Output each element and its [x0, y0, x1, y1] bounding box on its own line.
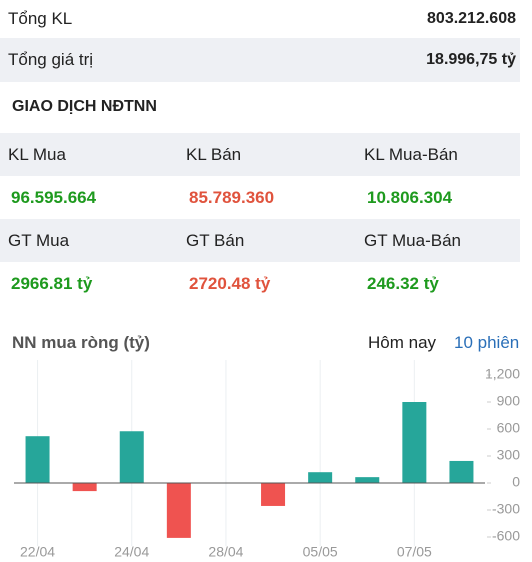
header-cell: KL Bán: [186, 145, 242, 164]
y-tick-label: -300: [492, 501, 520, 517]
y-tick-label: 900: [497, 393, 521, 409]
x-tick-label: 24/04: [114, 544, 149, 560]
value-cell: 96.595.664: [11, 188, 97, 207]
bar: [72, 483, 97, 492]
header-band: [0, 133, 520, 176]
bar: [402, 402, 427, 483]
y-tick-label: 0: [512, 474, 520, 490]
x-tick-label: 07/05: [397, 544, 432, 560]
y-tick-label: 300: [497, 447, 521, 463]
value-cell: 2966.81 tỷ: [11, 274, 93, 293]
header-cell: GT Bán: [186, 231, 245, 250]
label: Tổng KL: [8, 9, 73, 28]
bar: [308, 472, 333, 483]
y-tick-label: 1,200: [485, 366, 520, 382]
value: 18.996,75 tỷ: [426, 51, 516, 68]
header-cell: KL Mua: [8, 145, 66, 164]
x-tick-label: 05/05: [303, 544, 338, 560]
value-cell: 85.789.360: [189, 188, 275, 207]
chart: 22/04 24/04 28/04 05/05 07/05 1,200 900 600 300 0…: [14, 360, 521, 560]
summary-row: Tổng giá trị 18.996,75 tỷ: [0, 38, 520, 82]
header-cell: GT Mua: [8, 231, 70, 250]
bar: [166, 483, 191, 538]
y-tick-label: 600: [497, 420, 521, 436]
value: 803.212.608: [427, 10, 516, 27]
summary-row: Tổng KL 803.212.608: [0, 0, 520, 38]
header-cell: GT Mua-Bán: [364, 231, 462, 250]
value-cell: 246.32 tỷ: [367, 274, 439, 293]
bar: [449, 460, 474, 483]
y-tick-label: -600: [492, 528, 520, 544]
value-cell: 2720.48 tỷ: [189, 274, 271, 293]
value-cell: 10.806.304: [367, 188, 453, 207]
tab[interactable]: Hôm nay: [368, 333, 437, 352]
bar: [261, 483, 286, 506]
tab[interactable]: 10 phiên: [454, 333, 520, 352]
header-band: [0, 219, 520, 262]
section-title: GIAO DỊCH NĐTNN: [12, 98, 157, 115]
bar: [25, 436, 50, 483]
header-cell: KL Mua-Bán: [364, 145, 458, 164]
bar: [355, 477, 380, 483]
label: Tổng giá trị: [8, 50, 94, 69]
x-tick-label: 28/04: [208, 544, 243, 560]
bar: [119, 431, 144, 483]
x-tick-label: 22/04: [20, 544, 55, 560]
chart-title: NN mua ròng (tỷ): [12, 333, 150, 352]
